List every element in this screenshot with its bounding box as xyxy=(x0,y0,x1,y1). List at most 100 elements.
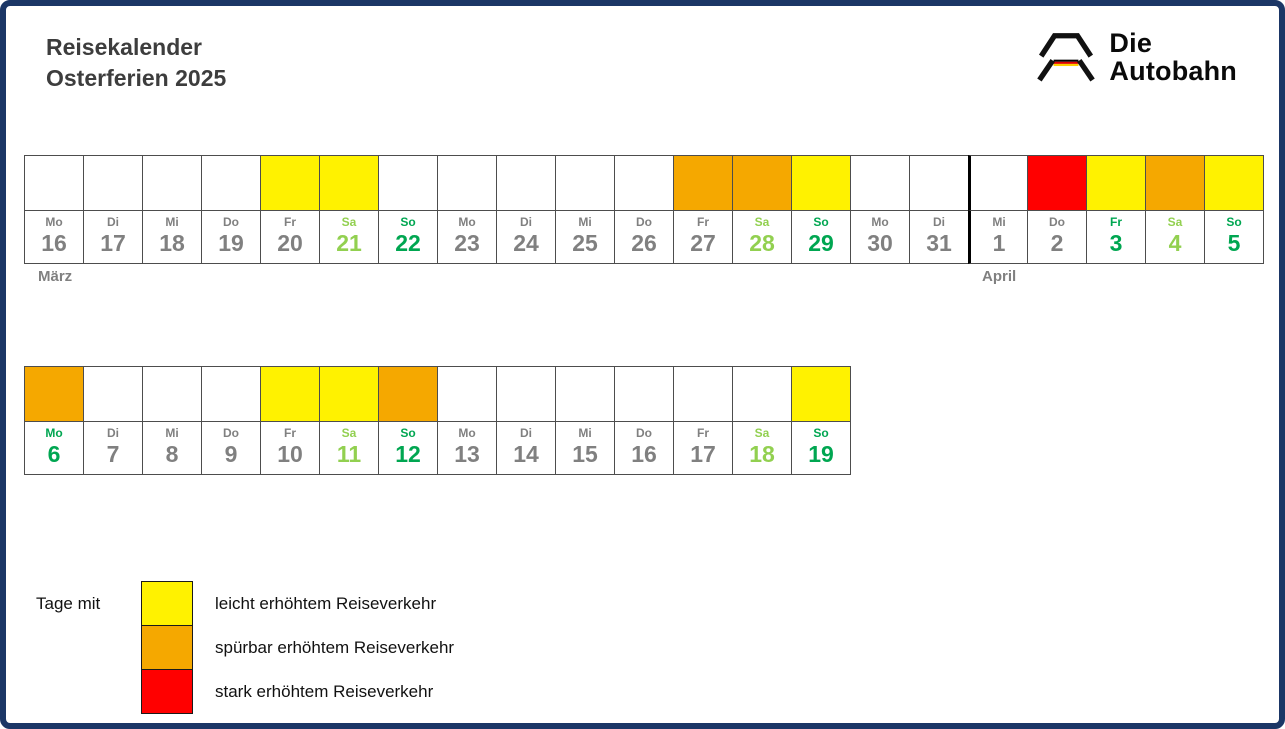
traffic-level-box-none xyxy=(555,366,615,422)
day-label: Do 19 xyxy=(201,210,261,264)
day-label: Do 9 xyxy=(201,421,261,475)
day-cell-do-9: Do 9 xyxy=(201,366,261,475)
weekday-abbr: Do xyxy=(636,426,652,440)
traffic-level-box-none xyxy=(673,366,733,422)
traffic-level-box-noticeable xyxy=(24,366,84,422)
traffic-level-box-none xyxy=(496,155,556,211)
weekday-abbr: Mo xyxy=(45,426,63,440)
day-number: 18 xyxy=(159,230,185,256)
day-label: Do 26 xyxy=(614,210,674,264)
weekday-abbr: Sa xyxy=(341,426,357,440)
day-cell-fr-27: Fr 27 xyxy=(673,155,733,264)
weekday-abbr: Mo xyxy=(458,215,476,229)
day-label: Mi 1 xyxy=(968,210,1028,264)
day-label: Fr 17 xyxy=(673,421,733,475)
day-number: 17 xyxy=(100,230,126,256)
day-label: Di 24 xyxy=(496,210,556,264)
day-label: Sa 11 xyxy=(319,421,379,475)
traffic-level-box-none xyxy=(201,366,261,422)
day-number: 19 xyxy=(808,441,834,467)
traffic-level-box-none xyxy=(142,155,202,211)
traffic-level-box-light xyxy=(319,366,379,422)
traffic-level-box-light xyxy=(260,366,320,422)
legend-label: leicht erhöhtem Reiseverkehr xyxy=(215,593,437,613)
day-number: 16 xyxy=(41,230,67,256)
day-cell-so-22: So 22 xyxy=(378,155,438,264)
day-label: So 5 xyxy=(1204,210,1264,264)
day-label: Di 31 xyxy=(909,210,969,264)
weekday-abbr: Di xyxy=(933,215,945,229)
weekday-abbr: Mi xyxy=(578,215,592,229)
day-cell-mi-1: Mi 1 xyxy=(968,155,1028,264)
day-number: 4 xyxy=(1168,230,1182,256)
traffic-level-box-none xyxy=(968,155,1028,211)
autobahn-bridge-icon xyxy=(1037,33,1096,82)
day-label: So 19 xyxy=(791,421,851,475)
weekday-abbr: So xyxy=(1226,215,1242,229)
day-cell-do-26: Do 26 xyxy=(614,155,674,264)
day-number: 15 xyxy=(572,441,598,467)
weekday-abbr: So xyxy=(813,426,829,440)
day-cell-fr-17: Fr 17 xyxy=(673,366,733,475)
legend-label: stark erhöhtem Reiseverkehr xyxy=(215,681,434,701)
day-label: Fr 27 xyxy=(673,210,733,264)
traffic-level-box-light xyxy=(319,155,379,211)
day-number: 26 xyxy=(631,230,657,256)
day-number: 25 xyxy=(572,230,598,256)
traffic-level-box-light xyxy=(791,155,851,211)
day-cell-mo-16: Mo 16 xyxy=(24,155,84,264)
traffic-level-box-none xyxy=(496,366,556,422)
weekday-abbr: So xyxy=(813,215,829,229)
day-number: 8 xyxy=(165,441,179,467)
weekday-abbr: Sa xyxy=(754,215,770,229)
day-cell-fr-10: Fr 10 xyxy=(260,366,320,475)
traffic-level-box-noticeable xyxy=(378,366,438,422)
traffic-level-box-light xyxy=(1086,155,1146,211)
legend-item-light: leicht erhöhtem Reiseverkehr xyxy=(141,581,454,626)
day-label: So 12 xyxy=(378,421,438,475)
day-label: Mi 25 xyxy=(555,210,615,264)
day-cell-fr-20: Fr 20 xyxy=(260,155,320,264)
day-cell-di-7: Di 7 xyxy=(83,366,143,475)
weekday-abbr: Do xyxy=(223,426,239,440)
day-cell-mo-6: Mo 6 xyxy=(24,366,84,475)
legend-item-noticeable: spürbar erhöhtem Reiseverkehr xyxy=(141,625,454,670)
traffic-level-box-none xyxy=(437,366,497,422)
day-number: 18 xyxy=(749,441,775,467)
weekday-abbr: Mi xyxy=(578,426,592,440)
day-number: 16 xyxy=(631,441,657,467)
logo-text: Die Autobahn xyxy=(1109,29,1237,85)
day-number: 14 xyxy=(513,441,539,467)
traffic-level-box-noticeable xyxy=(732,155,792,211)
day-cell-mi-25: Mi 25 xyxy=(555,155,615,264)
day-number: 13 xyxy=(454,441,480,467)
weekday-abbr: Sa xyxy=(754,426,770,440)
traffic-level-box-none xyxy=(555,155,615,211)
traffic-level-box-noticeable xyxy=(673,155,733,211)
month-label-mrz: März xyxy=(38,268,73,285)
day-cell-fr-3: Fr 3 xyxy=(1086,155,1146,264)
day-label: Sa 4 xyxy=(1145,210,1205,264)
day-number: 23 xyxy=(454,230,480,256)
day-label: Di 14 xyxy=(496,421,556,475)
day-cell-sa-18: Sa 18 xyxy=(732,366,792,475)
legend-item-heavy: stark erhöhtem Reiseverkehr xyxy=(141,669,454,714)
day-number: 30 xyxy=(867,230,893,256)
day-cell-do-16: Do 16 xyxy=(614,366,674,475)
traffic-level-box-none xyxy=(24,155,84,211)
legend: leicht erhöhtem Reiseverkehr spürbar erhö… xyxy=(141,581,454,714)
traffic-level-box-none xyxy=(201,155,261,211)
day-number: 28 xyxy=(749,230,775,256)
day-cell-so-12: So 12 xyxy=(378,366,438,475)
traffic-level-box-none xyxy=(437,155,497,211)
day-label: Mo 30 xyxy=(850,210,910,264)
calendar-row-april: Mo 6 Di 7 Mi 8 Do 9 Fr 10 Sa 11 So 12 Mo 13 Di 14 Mi 15 Do 16… xyxy=(24,366,851,475)
traffic-level-box-none xyxy=(909,155,969,211)
traffic-level-box-none xyxy=(732,366,792,422)
day-cell-di-24: Di 24 xyxy=(496,155,556,264)
weekday-abbr: Fr xyxy=(1110,215,1122,229)
day-cell-so-19: So 19 xyxy=(791,366,851,475)
weekday-abbr: So xyxy=(400,426,416,440)
day-label: So 29 xyxy=(791,210,851,264)
calendar-row-march-april: Mo 16 Di 17 Mi 18 Do 19 Fr 20 Sa 21 So 22 Mo 23 Di 24 Mi 25… xyxy=(24,155,1264,285)
